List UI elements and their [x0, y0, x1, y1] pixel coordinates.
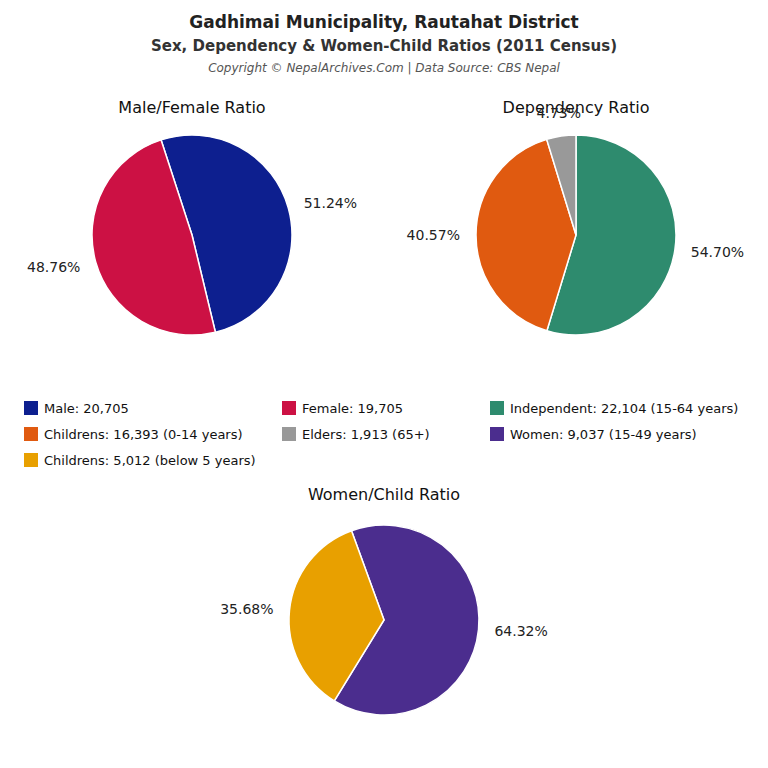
- legend-label: Independent: 22,104 (15-64 years): [510, 401, 738, 416]
- data-label: 48.76%: [27, 259, 80, 275]
- chart-title: Women/Child Ratio: [308, 485, 460, 504]
- legend-swatch: [24, 453, 38, 467]
- title: Gadhimai Municipality, Rautahat District: [189, 12, 578, 32]
- legend-label: Female: 19,705: [302, 401, 403, 416]
- pie-slice: [92, 140, 215, 335]
- legend-label: Childrens: 5,012 (below 5 years): [44, 453, 256, 468]
- pie-chart: Women/Child Ratio 64.32% 35.68%: [220, 485, 548, 715]
- legend-label: Childrens: 16,393 (0-14 years): [44, 427, 243, 442]
- data-label: 35.68%: [220, 601, 273, 617]
- data-label: 64.32%: [494, 623, 547, 639]
- legend-swatch: [282, 401, 296, 415]
- data-label: 40.57%: [407, 227, 460, 243]
- chart-title: Male/Female Ratio: [118, 98, 265, 117]
- pie-slice: [289, 531, 384, 701]
- annotation: Copyright © NepalArchives.Com | Data Sou…: [208, 61, 560, 75]
- data-label: 51.24%: [304, 195, 357, 211]
- pie-chart: Male/Female Ratio 51.24% 48.76%: [27, 98, 357, 335]
- legend-label: Male: 20,705: [44, 401, 129, 416]
- legend-swatch: [24, 427, 38, 441]
- subtitle: Sex, Dependency & Women-Child Ratios (20…: [151, 37, 617, 55]
- legend-swatch: [24, 401, 38, 415]
- legend: Male: 20,705 Female: 19,705 Independent: 2…: [24, 401, 738, 468]
- legend-swatch: [282, 427, 296, 441]
- data-label: 54.70%: [691, 244, 744, 260]
- chart: Gadhimai Municipality, Rautahat District…: [0, 0, 768, 768]
- legend-label: Elders: 1,913 (65+): [302, 427, 430, 442]
- pie-slice: [547, 135, 576, 235]
- pie-chart: Dependency Ratio54.70%40.57%4.73%: [407, 98, 745, 335]
- legend-swatch: [490, 401, 504, 415]
- legend-swatch: [490, 427, 504, 441]
- legend-label: Women: 9,037 (15-49 years): [510, 427, 697, 442]
- data-label: 4.73%: [537, 105, 581, 121]
- background: [0, 0, 768, 768]
